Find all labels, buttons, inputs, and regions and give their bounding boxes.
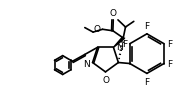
Text: N: N (84, 59, 90, 68)
Polygon shape (113, 38, 124, 48)
Text: F: F (122, 40, 127, 49)
Text: F: F (167, 59, 172, 68)
Text: N: N (116, 43, 122, 52)
Text: O: O (93, 25, 100, 34)
Text: O: O (110, 9, 117, 18)
Text: F: F (167, 40, 172, 49)
Text: F: F (144, 22, 149, 31)
Text: F: F (144, 77, 149, 86)
Text: O: O (102, 76, 109, 85)
